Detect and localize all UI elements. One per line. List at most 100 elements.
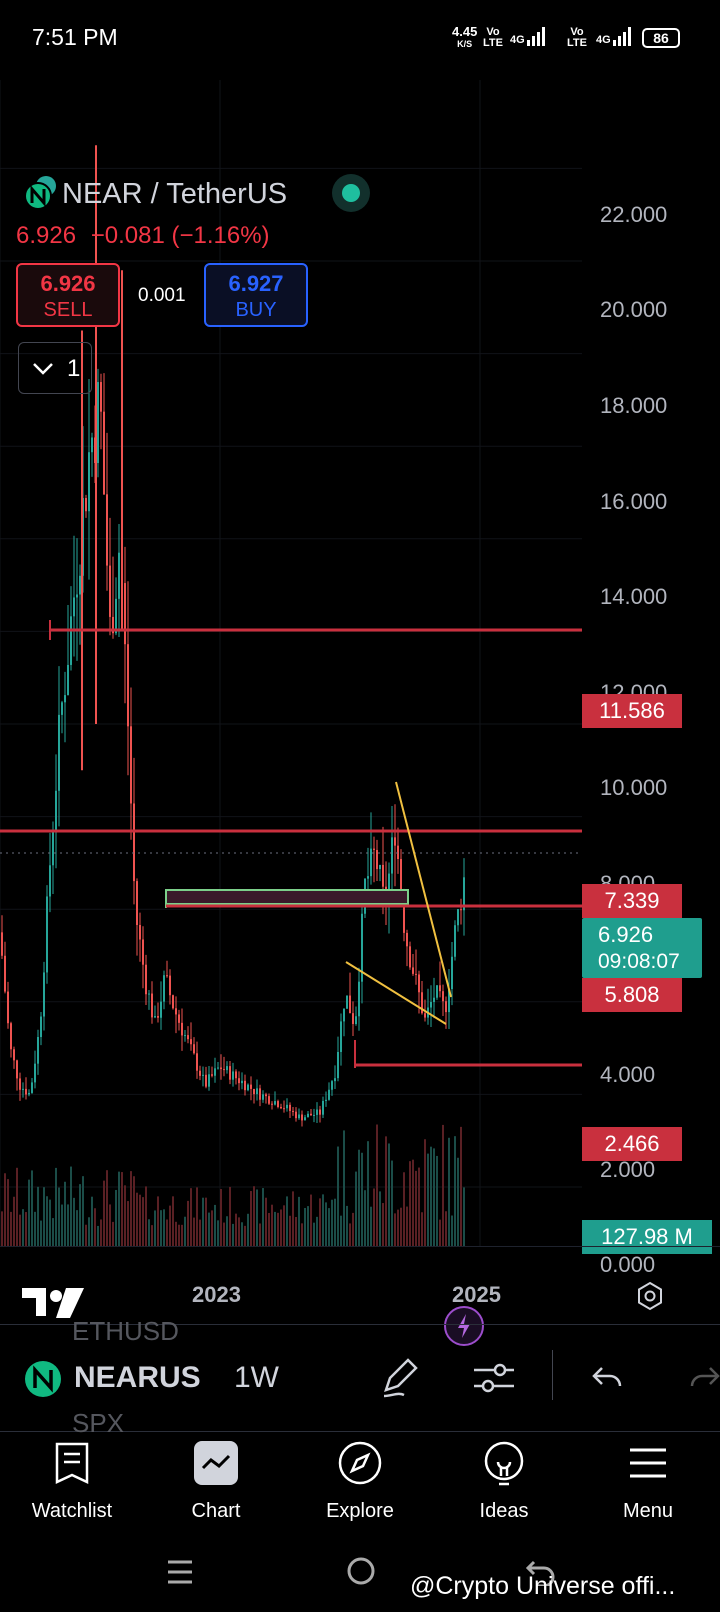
volume-bar [289, 1215, 291, 1246]
sim2-signal-icon: 4G [596, 26, 631, 46]
volume-bar [415, 1170, 417, 1246]
volume-bar [310, 1194, 312, 1246]
back-icon[interactable] [525, 1556, 556, 1591]
candle-body [13, 1049, 15, 1061]
volume-bar [169, 1205, 171, 1246]
volume-bar [346, 1205, 348, 1246]
candle-body [97, 382, 99, 464]
volume-bar [28, 1179, 30, 1246]
nav-explore[interactable]: Explore [290, 1434, 430, 1523]
price-chart[interactable]: 22.000 20.000 18.000 16.000 14.000 1 2.00… [0, 80, 720, 1346]
candle-body [367, 876, 369, 879]
volume-bar [25, 1212, 27, 1246]
candle-body [454, 925, 456, 957]
candle-body [382, 864, 384, 887]
nav-watchlist[interactable]: Watchlist [2, 1434, 142, 1523]
candle-body [238, 1078, 240, 1084]
volume-bar [433, 1148, 435, 1246]
volume-bar [244, 1225, 246, 1246]
candle-body [22, 1088, 24, 1090]
volume-bar [268, 1212, 270, 1246]
volume-bar [106, 1170, 108, 1246]
price-label-level-3[interactable]: 5.808 [582, 978, 682, 1012]
candle-body [61, 702, 63, 715]
buy-button[interactable]: 6.927 BUY [204, 263, 308, 327]
volume-bar [241, 1222, 243, 1246]
sell-label: SELL [43, 299, 93, 321]
candle-body [265, 1094, 267, 1097]
indicator-settings-icon[interactable] [472, 1358, 516, 1403]
interval-button[interactable]: 1W [234, 1361, 279, 1394]
settings-icon[interactable] [634, 1280, 666, 1317]
network-speed: 4.45 K/S [452, 25, 477, 50]
candle-body [76, 594, 78, 598]
volume-bar [214, 1204, 216, 1246]
chevron-down-icon [33, 363, 53, 375]
change-value: −0.081 [90, 222, 165, 249]
price-label-level-4[interactable]: 2.466 [582, 1127, 682, 1161]
candle-body [226, 1066, 228, 1071]
near-logo-icon [24, 176, 56, 210]
candle-body [343, 1008, 345, 1022]
volume-bar [52, 1218, 54, 1246]
lightning-icon[interactable] [444, 1306, 484, 1346]
candle-body [307, 1113, 309, 1118]
candle-body [424, 1013, 426, 1018]
price-label-level-1[interactable]: 11.586 [582, 694, 682, 728]
volume-bar [7, 1179, 9, 1246]
volume-bar [229, 1186, 231, 1246]
indicators-toggle[interactable]: 1 [18, 342, 92, 394]
candle-body [190, 1039, 192, 1045]
volume-bar [403, 1172, 405, 1246]
volume-bar [262, 1188, 264, 1246]
time-axis[interactable] [0, 1246, 720, 1325]
candle-body [262, 1094, 264, 1100]
candle-body [448, 989, 450, 1013]
home-icon[interactable] [346, 1556, 376, 1591]
volume-bar [181, 1224, 183, 1246]
nav-ideas[interactable]: Ideas [434, 1434, 574, 1523]
candle-body [118, 552, 120, 599]
volume-bar [448, 1137, 450, 1246]
candle-body [16, 1060, 18, 1079]
volume-bar [220, 1189, 222, 1246]
trendline-lower[interactable] [345, 961, 447, 1025]
chart-canvas[interactable] [0, 80, 720, 1246]
volume-bar [82, 1176, 84, 1246]
market-status-icon[interactable] [332, 174, 370, 212]
candle-body [325, 1099, 327, 1101]
volume-bar [172, 1196, 174, 1246]
sim1-type: 4G [510, 34, 525, 46]
volume-bar [88, 1217, 90, 1246]
pencil-icon[interactable] [378, 1356, 422, 1405]
symbol-search-button[interactable]: NEARUS [74, 1361, 201, 1394]
sell-button[interactable]: 6.926 SELL [16, 263, 120, 327]
volume-bar [142, 1197, 144, 1246]
volume-bar [211, 1210, 213, 1246]
symbol-title[interactable]: NEAR / TetherUS [62, 178, 288, 210]
candle-body [109, 565, 111, 617]
indicators-count: 1 [67, 355, 81, 382]
volume-bar [151, 1225, 153, 1246]
price-label-level-2[interactable]: 7.339 [582, 884, 682, 918]
trendline-upper[interactable] [395, 781, 452, 998]
candle-body [187, 1035, 189, 1040]
candle-body [193, 1044, 195, 1054]
nav-chart[interactable]: Chart [146, 1434, 286, 1523]
candle-body [154, 1016, 156, 1018]
volume-bar [100, 1219, 102, 1246]
volume-bar [259, 1223, 261, 1246]
redo-icon[interactable] [688, 1360, 720, 1399]
candle-body [103, 411, 105, 495]
recent-apps-icon[interactable] [166, 1558, 194, 1591]
demand-zone-box[interactable] [165, 889, 409, 905]
candle-body [70, 616, 72, 665]
volume-bar [298, 1196, 300, 1246]
candle-body [124, 583, 126, 645]
undo-icon[interactable] [590, 1360, 624, 1399]
candle-body [223, 1069, 225, 1071]
candle-body [175, 1008, 177, 1015]
status-time: 7:51 PM [32, 24, 118, 50]
nav-menu[interactable]: Menu [578, 1434, 718, 1523]
candle-body [331, 1081, 333, 1090]
